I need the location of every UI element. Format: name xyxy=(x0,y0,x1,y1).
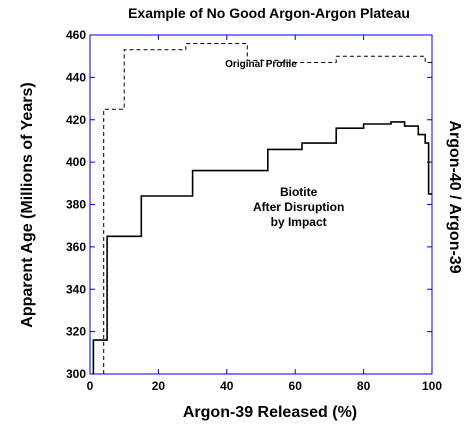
x-tick-label: 0 xyxy=(87,379,94,393)
y-tick-label: 420 xyxy=(66,113,86,127)
x-tick-label: 80 xyxy=(357,379,371,393)
y-tick-label: 360 xyxy=(66,240,86,254)
series-line-2 xyxy=(92,121,432,374)
y-tick-label: 400 xyxy=(66,155,86,169)
x-tick-label: 60 xyxy=(289,379,303,393)
x-tick-label: 40 xyxy=(220,379,234,393)
y-tick-label: 320 xyxy=(66,325,86,339)
annotation-line: Biotite xyxy=(280,185,318,199)
y-axis-label-right: Argon-40 / Argon-39 xyxy=(446,120,463,273)
y-tick-label: 380 xyxy=(66,198,86,212)
annotation-1: Original Profile xyxy=(225,59,297,70)
y-tick-label: 440 xyxy=(66,70,86,84)
annotation-line: Original Profile xyxy=(225,59,297,70)
annotation-line: After Disruption xyxy=(253,200,344,214)
x-tick-label: 100 xyxy=(422,379,442,393)
chart-title: Example of No Good Argon-Argon Plateau xyxy=(128,5,410,21)
series-line-1 xyxy=(103,43,432,374)
series-group xyxy=(92,43,432,374)
y-axis-label: Apparent Age (Millions of Years) xyxy=(19,82,36,327)
y-tick-label: 300 xyxy=(66,367,86,381)
annotation-line: by Impact xyxy=(271,215,327,229)
x-tick-label: 20 xyxy=(152,379,166,393)
x-axis-label: Argon-39 Released (%) xyxy=(183,404,357,421)
y-tick-label: 460 xyxy=(66,28,86,42)
annotation-2: Biotite After Disruption by Impact xyxy=(253,185,344,229)
annotations: Original Profile Biotite After Disruption b… xyxy=(225,59,344,229)
y-tick-label: 340 xyxy=(66,282,86,296)
